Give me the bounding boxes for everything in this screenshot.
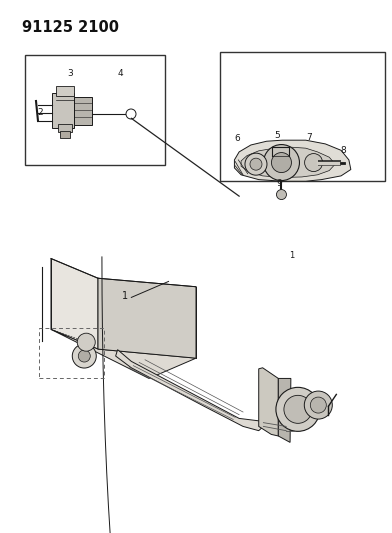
Bar <box>56 86 74 96</box>
Circle shape <box>304 391 332 419</box>
Bar <box>58 124 72 132</box>
Bar <box>220 52 385 181</box>
Text: 2: 2 <box>37 109 43 117</box>
Text: 6: 6 <box>234 134 240 143</box>
Circle shape <box>77 333 95 351</box>
Circle shape <box>276 190 287 199</box>
Bar <box>74 97 92 125</box>
Text: 1: 1 <box>289 252 294 260</box>
Polygon shape <box>98 278 196 358</box>
Circle shape <box>72 344 96 368</box>
Polygon shape <box>51 259 98 349</box>
Circle shape <box>276 387 320 431</box>
Circle shape <box>271 152 292 173</box>
Polygon shape <box>259 368 278 436</box>
Text: 8: 8 <box>340 146 346 155</box>
Text: 1: 1 <box>122 291 128 301</box>
Circle shape <box>284 395 312 423</box>
Circle shape <box>263 144 299 181</box>
Polygon shape <box>116 350 263 431</box>
Bar <box>52 93 74 128</box>
Bar <box>39 328 104 378</box>
Bar <box>25 55 165 165</box>
Text: 4: 4 <box>118 69 123 78</box>
Text: 7: 7 <box>307 133 312 142</box>
Polygon shape <box>278 378 291 442</box>
Text: 9: 9 <box>277 180 283 188</box>
Circle shape <box>305 154 323 172</box>
Circle shape <box>250 158 262 170</box>
Polygon shape <box>241 147 335 177</box>
Polygon shape <box>51 329 196 378</box>
Circle shape <box>78 350 90 362</box>
Circle shape <box>310 397 326 413</box>
Circle shape <box>245 153 267 175</box>
Text: 91125 2100: 91125 2100 <box>22 20 118 35</box>
Bar <box>60 131 70 138</box>
Circle shape <box>126 109 136 119</box>
Polygon shape <box>234 140 351 181</box>
Text: 3: 3 <box>67 69 73 78</box>
Text: 5: 5 <box>274 132 280 140</box>
